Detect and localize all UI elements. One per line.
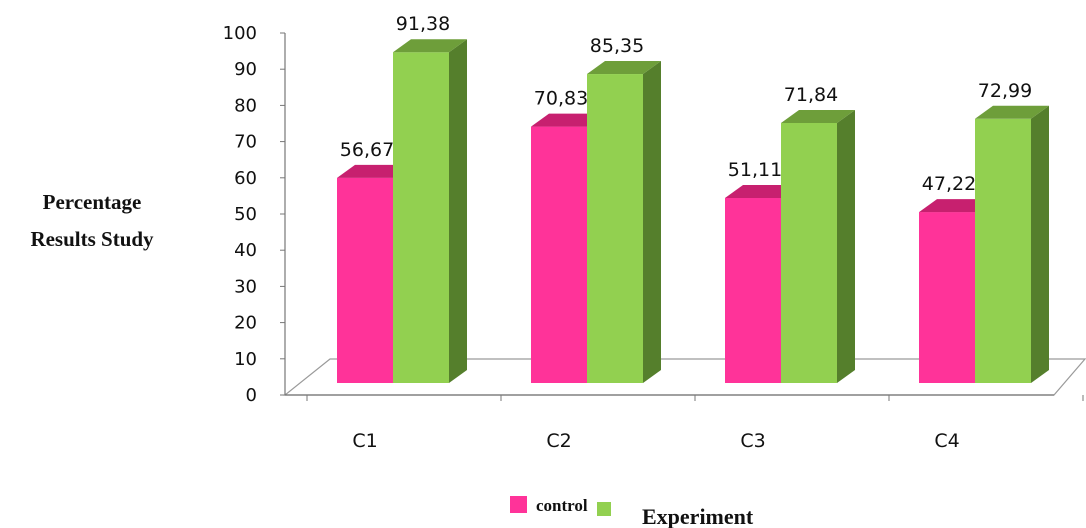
bar-top-face: [919, 199, 993, 213]
bar-top-face: [393, 39, 467, 53]
bar-top-face: [725, 184, 799, 198]
category-label-c4: C4: [934, 430, 959, 452]
bar-front-face: [393, 52, 449, 383]
bars: [337, 39, 1049, 384]
data-label-experiment-c2: 85,35: [590, 35, 644, 57]
y-tick-label: 0: [246, 385, 257, 406]
bar-experiment-c2: [587, 61, 661, 384]
data-label-control-c1: 56,67: [340, 139, 394, 161]
y-tick-label: 70: [234, 132, 257, 153]
bar-front-face: [919, 212, 975, 383]
bar-experiment-c1: [393, 39, 467, 383]
bar-top-face: [587, 61, 661, 75]
legend: control Experiment: [510, 496, 754, 528]
bar-side-face: [1031, 105, 1049, 384]
bar-front-face: [781, 122, 837, 383]
data-label-control-c3: 51,11: [728, 159, 782, 181]
y-axis-title-line-2: Results Study: [30, 227, 154, 251]
legend-swatch-control: [510, 496, 527, 513]
category-label-c1: C1: [352, 430, 377, 452]
y-tick-label: 100: [223, 23, 257, 44]
y-tick-label: 60: [234, 168, 257, 189]
bar-top-face: [337, 164, 411, 178]
y-tick-label: 80: [234, 95, 257, 116]
bar-experiment-c4: [975, 105, 1049, 384]
data-label-experiment-c4: 72,99: [978, 80, 1032, 102]
bar-top-face: [531, 113, 605, 127]
bar-side-face: [837, 109, 855, 383]
bar-front-face: [337, 177, 393, 383]
legend-label-control: control: [536, 496, 588, 515]
y-axis-title-line-1: Percentage: [43, 190, 142, 214]
data-label-experiment-c3: 71,84: [784, 84, 838, 106]
bar-front-face: [725, 197, 781, 383]
bar-front-face: [587, 74, 643, 384]
data-label-experiment-c1: 91,38: [396, 13, 450, 35]
bar-side-face: [449, 39, 467, 383]
y-tick-label: 40: [234, 240, 257, 261]
bar-front-face: [531, 126, 587, 383]
y-tick-label: 50: [234, 204, 257, 225]
data-label-control-c2: 70,83: [534, 88, 588, 110]
data-label-control-c4: 47,22: [922, 173, 976, 195]
legend-label-experiment: Experiment: [642, 504, 754, 528]
y-tick-label: 30: [234, 276, 257, 297]
bar-experiment-c3: [781, 109, 855, 383]
bar-side-face: [643, 61, 661, 384]
bar-front-face: [975, 118, 1031, 384]
y-tick-label: 90: [234, 59, 257, 80]
y-tick-label: 10: [234, 349, 257, 370]
legend-swatch-experiment: [597, 502, 611, 516]
y-axis: 0 10 20 30 40 50 60 70 80 90 100: [223, 23, 1054, 406]
x-axis: C1 C2 C3 C4: [306, 395, 1084, 452]
data-labels: 56,67 91,38 70,83 85,35 51,11 71,84 47,22 72,99: [340, 13, 1032, 195]
bar-top-face: [975, 105, 1049, 119]
y-tick-label: 20: [234, 313, 257, 334]
category-label-c2: C2: [546, 430, 571, 452]
bar-top-face: [781, 109, 855, 123]
category-label-c3: C3: [740, 430, 765, 452]
